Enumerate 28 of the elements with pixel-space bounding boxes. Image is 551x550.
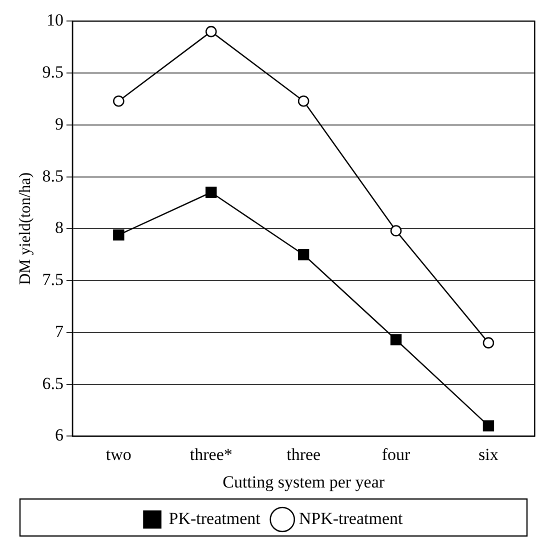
point	[482, 420, 494, 432]
y-tick-label: 9	[54, 114, 64, 134]
point	[390, 225, 402, 236]
legend-label: NPK-treatment	[298, 508, 403, 528]
point	[113, 95, 124, 107]
y-tick-label: 10	[46, 10, 64, 30]
point	[482, 337, 494, 348]
y-tick-label: 7	[54, 322, 64, 341]
y-tick-label: 6.5	[42, 374, 64, 393]
y-tick-label: 6	[54, 426, 64, 445]
y-tick-label: 7.5	[42, 270, 64, 290]
y-tick-label: 9.5	[42, 62, 64, 82]
x-tick-label: three	[286, 444, 321, 464]
point	[298, 95, 310, 107]
y-axis-title: DM yield(ton/ha)	[16, 172, 34, 285]
y-tick-label: 8.5	[42, 166, 64, 186]
point	[298, 249, 310, 260]
x-tick-label: four	[382, 444, 411, 464]
x-axis-title: Cutting system per year	[222, 472, 385, 492]
legend-label: PK-treatment	[168, 508, 261, 528]
point	[205, 26, 217, 38]
x-tick-label: two	[106, 444, 132, 464]
y-tick-label: 8	[54, 218, 64, 238]
x-tick-label: six	[478, 444, 499, 464]
point	[390, 334, 402, 346]
x-tick-label: three*	[190, 444, 232, 464]
point	[113, 229, 124, 241]
point	[206, 186, 217, 198]
